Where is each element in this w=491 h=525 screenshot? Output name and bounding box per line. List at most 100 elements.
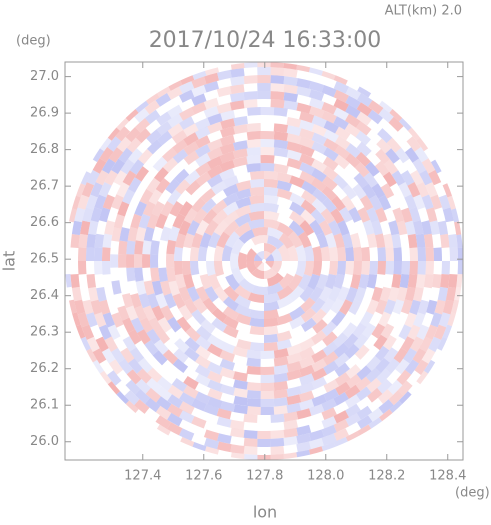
echo-cell [361,246,371,261]
echo-cell [183,385,199,399]
echo-cell [342,233,353,249]
echo-cell [222,201,239,216]
echo-cell [301,190,317,205]
echo-cell [300,199,317,215]
echo-cell [310,177,327,192]
echo-cell [278,233,295,249]
echo-cell [404,359,420,375]
echo-cell [162,147,178,163]
echo-cell [184,347,200,362]
echo-cell [207,138,223,152]
echo-cell [449,247,458,261]
echo-cell [205,446,219,455]
echo-cell [286,343,303,356]
echo-cell [311,358,327,372]
echo-cell [288,285,305,302]
echo-cell [257,82,271,92]
echo-cell [283,419,298,430]
echo-cell [202,297,218,314]
echo-cell [299,364,315,377]
echo-cell [320,208,335,224]
echo-cell [80,171,91,186]
echo-cell [92,359,105,374]
echo-cell [301,180,317,195]
y-tick-label: 26.8 [30,142,59,157]
echo-cell [211,317,227,332]
echo-cell [264,210,280,222]
x-tick-label: 128.2 [368,469,405,484]
echo-cell [238,252,248,270]
echo-cell [296,102,312,114]
echo-cell [366,233,378,248]
echo-cell [392,207,405,223]
echo-cell [350,274,361,290]
echo-cell [264,292,281,304]
echo-cell [233,116,248,127]
echo-cell [216,416,232,428]
echo-cell [107,136,122,152]
echo-cell [129,347,145,363]
echo-cell [203,106,219,119]
echo-cell [260,130,275,140]
echo-cell [195,171,212,187]
echo-cell [404,312,417,328]
echo-cell [124,390,140,406]
echo-cell [419,170,433,186]
echo-cell [353,261,363,276]
echo-cell [183,141,199,156]
echo-cell [273,397,288,407]
echo-cell [257,74,271,84]
echo-cell [286,141,302,153]
echo-cell [345,364,361,379]
echo-cell [356,386,372,401]
echo-cell [409,299,421,315]
echo-cell [309,403,325,416]
echo-cell [407,324,421,340]
echo-cell [283,100,299,111]
echo-cell [277,285,294,300]
echo-cell [334,154,350,170]
echo-cell [333,174,349,190]
echo-cell [309,97,325,110]
echo-cell [416,182,430,198]
echo-cell [135,280,147,296]
echo-cell [356,102,373,117]
echo-cell [234,213,251,227]
echo-cell [333,89,349,103]
echo-cell [150,240,160,255]
echo-cell [217,69,232,81]
echo-cell [410,336,424,352]
echo-cell [138,213,151,229]
echo-cell [111,158,125,175]
echo-cell [195,355,211,369]
echo-cell [429,220,440,235]
echo-cell [379,409,393,422]
echo-cell [155,213,168,229]
echo-cell [120,158,135,175]
echo-cell [323,147,339,162]
echo-cell [320,246,330,261]
echo-cell [323,379,339,393]
echo-cell [219,168,235,181]
echo-cell [278,273,295,289]
echo-cell [204,286,219,303]
echo-cell [238,278,255,293]
echo-cell [396,286,408,302]
echo-cell [309,89,325,101]
echo-cell [277,222,294,237]
echo-cell [299,162,315,176]
echo-cell [385,148,400,164]
echo-cell [88,287,99,302]
echo-cell [102,247,111,261]
echo-cell [325,273,337,290]
echo-cell [400,207,413,223]
echo-cell [244,454,258,460]
echo-cell [134,305,147,321]
echo-cell [113,170,128,186]
echo-cell [430,312,443,328]
echo-cell [69,299,77,314]
echo-cell [353,333,369,350]
echo-cell [283,436,298,446]
echo-cell [321,433,337,446]
echo-cell [260,366,275,375]
